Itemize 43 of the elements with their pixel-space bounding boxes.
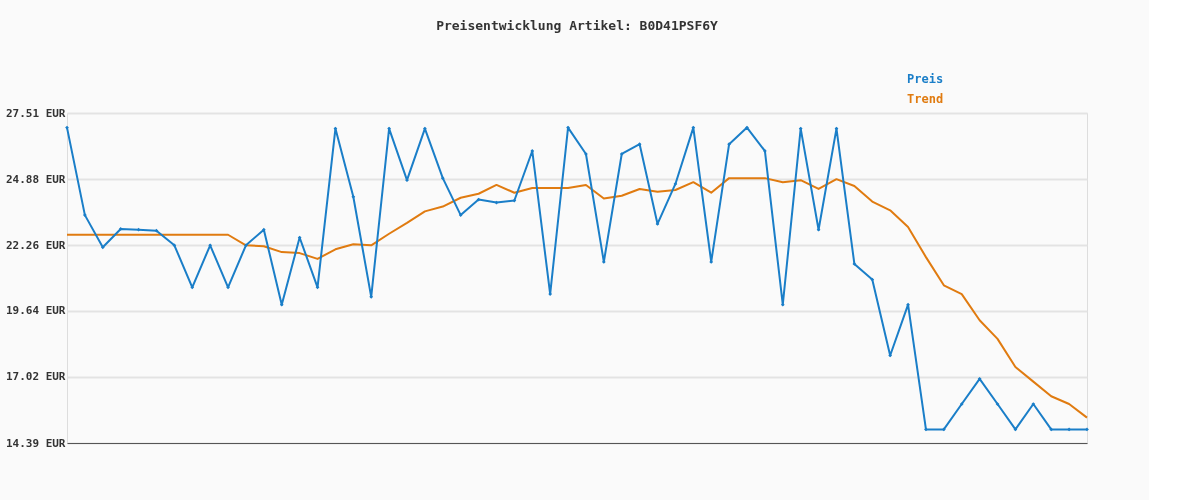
point [226,285,230,290]
point [566,125,570,130]
point [619,152,624,156]
point [655,222,660,226]
point [852,262,857,266]
point [941,427,946,432]
point [154,228,159,233]
point [780,302,785,307]
y-tick-label: 24.88 EUR [5,172,66,186]
point [959,402,964,406]
line-series [66,177,1088,419]
y-tick-label: 17.02 EUR [5,370,66,384]
point [673,182,678,186]
point [906,302,910,307]
point [387,126,391,131]
point [1031,402,1036,406]
y-tick-label: 22.26 EUR [5,238,66,252]
point [405,178,409,183]
y-tick-label: 19.64 EUR [5,304,66,318]
point [977,376,982,381]
text: Trend [907,92,944,106]
point [423,126,427,131]
point [512,198,517,203]
point [1085,427,1089,432]
point [261,227,266,232]
y-tick-label: 14.39 EUR [5,436,66,450]
point [888,353,893,358]
point [458,213,463,217]
point [315,285,320,290]
point [924,427,928,432]
point [244,243,248,248]
point [65,125,69,130]
point [1067,427,1071,432]
line-series [65,125,1089,432]
point [530,149,535,153]
text: Preis [907,72,944,86]
point [297,235,302,240]
y-tick-label: 27.51 EUR [5,106,66,120]
chart-title: Preisentwicklung Artikel: B0D41PSF6Y [436,18,719,33]
point [1049,427,1054,432]
point [870,277,875,282]
point [995,402,1000,406]
point [118,227,123,231]
